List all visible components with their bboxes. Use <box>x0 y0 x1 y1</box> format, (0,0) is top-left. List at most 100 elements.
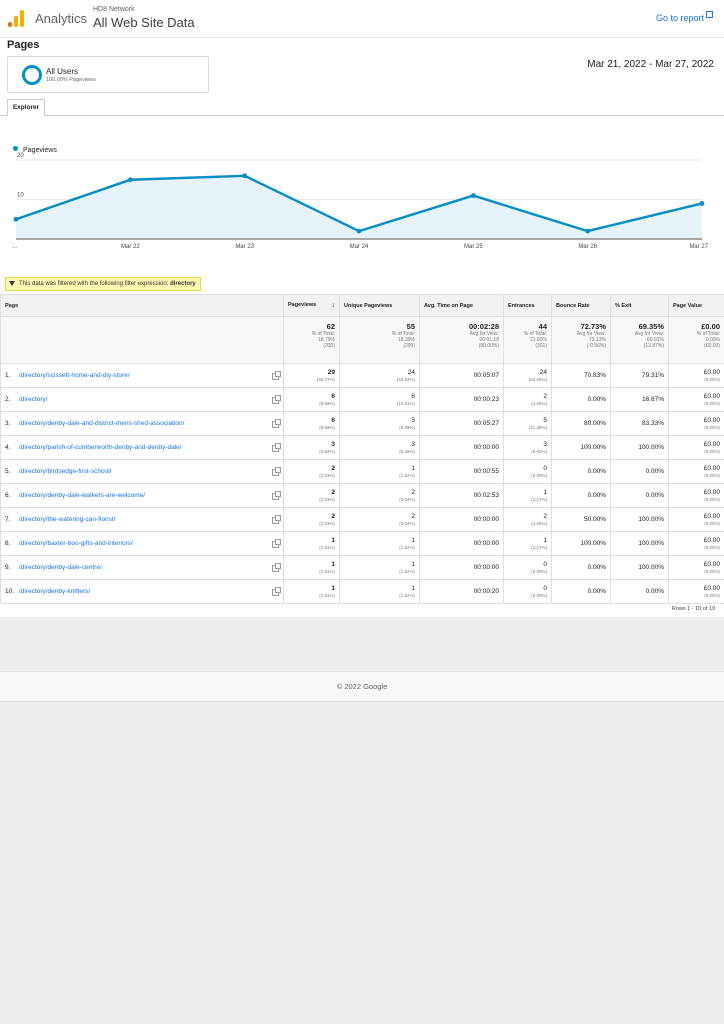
table-row: 4. /directory/parish-of-cumberworth-denby… <box>0 435 724 460</box>
page-value-cell: £0.00 (0.00%) <box>668 579 724 604</box>
bounce-cell: 100.00% <box>551 435 611 460</box>
page-value-value: £0.00 <box>703 537 720 544</box>
bounce-cell: 50.00% <box>551 507 611 532</box>
totals-bounce: 72.73% Avg for View: 73.13% (-0.56%) <box>551 316 611 364</box>
go-to-report-link[interactable]: Go to report <box>655 13 704 23</box>
avg-time-value: 00:05:27 <box>473 420 499 427</box>
pageviews-cell: 2 (3.23%) <box>283 507 340 532</box>
date-range[interactable]: Mar 21, 2022 - Mar 27, 2022 <box>587 59 714 70</box>
data-point <box>470 193 476 198</box>
data-point <box>242 173 248 179</box>
pageviews-line-chart: 10 20... Mar 22 Mar 23 Mar 24 Mar 25 Mar 26 Mar… <box>12 153 709 250</box>
bounce-cell: 0.00% <box>551 579 611 604</box>
unique-cell: 3 (5.45%) <box>339 435 420 460</box>
entrances-value: 2 <box>543 393 547 400</box>
entrances-cell: 2 (4.55%) <box>503 507 552 532</box>
page-value-value: £0.00 <box>703 489 720 496</box>
entrances-value: 0 <box>543 561 547 568</box>
open-page-icon[interactable] <box>272 466 281 476</box>
page-value-value: £0.00 <box>703 417 720 424</box>
table-header-row: Page Pageviews ↓ Unique Pageviews Avg. Ti… <box>0 294 724 317</box>
entrances-cell: 1 (2.27%) <box>503 483 552 508</box>
open-page-icon[interactable] <box>272 562 281 572</box>
page-value-pct: (0.00%) <box>704 425 720 430</box>
entrances-pct: (11.36%) <box>529 425 547 430</box>
entrances-cell: 0 (0.00%) <box>503 459 552 484</box>
exit-value: 0.00% <box>645 588 664 595</box>
open-page-icon[interactable] <box>272 370 281 380</box>
open-page-icon[interactable] <box>272 514 281 524</box>
row-index: 5. <box>5 467 11 475</box>
open-page-icon[interactable] <box>272 490 281 500</box>
col-page[interactable]: Page <box>0 294 284 317</box>
open-page-icon[interactable] <box>272 394 281 404</box>
page-link[interactable]: /directory/birdsedge-first-school/ <box>19 467 112 475</box>
col-bounce-rate[interactable]: Bounce Rate <box>551 294 611 317</box>
bounce-value: 0.00% <box>587 588 606 595</box>
page-link[interactable]: /directory/denby-dale-walkers-are-welcom… <box>19 491 146 499</box>
sort-down-icon[interactable]: ↓ <box>331 302 336 309</box>
bounce-value: 80.00% <box>583 420 606 427</box>
pageviews-value: 2 <box>331 465 335 472</box>
analytics-logo-icon <box>8 9 24 27</box>
pageviews-value: 1 <box>331 585 335 592</box>
unique-cell: 1 (1.82%) <box>339 555 420 580</box>
col-page-value[interactable]: Page Value <box>668 294 724 317</box>
entrances-pct: (0.00%) <box>531 569 547 574</box>
totals-exit: 69.35% Avg for View: 60.91% (13.87%) <box>610 316 669 364</box>
col-entrances[interactable]: Entrances <box>503 294 552 317</box>
open-page-icon[interactable] <box>272 538 281 548</box>
page-link[interactable]: /directory/baxter-boo-gifts-and-interior… <box>19 539 133 547</box>
page-value-value: £0.00 <box>703 393 720 400</box>
page-cell: 2. /directory/ <box>0 387 284 412</box>
page-link[interactable]: /directory/scissett-home-and-diy-store/ <box>19 371 130 379</box>
page-link[interactable]: /directory/ <box>19 395 48 403</box>
unique-cell: 2 (3.64%) <box>339 507 420 532</box>
col-avg-time[interactable]: Avg. Time on Page <box>419 294 504 317</box>
open-page-icon[interactable] <box>272 418 281 428</box>
entrances-value: 1 <box>543 489 547 496</box>
page-value-cell: £0.00 (0.00%) <box>668 363 724 388</box>
property-name: All Web Site Data <box>93 15 195 30</box>
avg-time-cell: 00:05:27 <box>419 411 504 436</box>
page-link[interactable]: /directory/parish-of-cumberworth-denby-a… <box>19 443 182 451</box>
page-value-cell: £0.00 (0.00%) <box>668 459 724 484</box>
page-cell: 7. /directory/the-watering-can-florist/ <box>0 507 284 532</box>
unique-pct: (1.82%) <box>399 473 415 478</box>
open-page-icon[interactable] <box>272 586 281 596</box>
pageviews-cell: 1 (1.61%) <box>283 555 340 580</box>
pageviews-value: 29 <box>327 369 335 376</box>
avg-time-cell: 00:05:07 <box>419 363 504 388</box>
x-tick-label: Mar 27 <box>689 244 708 250</box>
page-link[interactable]: /directory/denby-knitters/ <box>19 587 91 595</box>
col-unique-pageviews[interactable]: Unique Pageviews <box>339 294 420 317</box>
exit-value: 0.00% <box>645 468 664 475</box>
bounce-value: 100.00% <box>580 444 606 451</box>
table-row: 7./directory/the-watering-can-florist/2(… <box>0 507 724 532</box>
pageviews-cell: 2 (3.23%) <box>283 459 340 484</box>
page-link[interactable]: /directory/denby-dale-and-district-mens-… <box>19 419 185 427</box>
page-link[interactable]: /directory/denby-dale-centre/ <box>19 563 102 571</box>
unique-cell: 1 (1.82%) <box>339 459 420 484</box>
external-link-icon[interactable] <box>706 11 713 18</box>
exit-cell: 100.00% <box>610 435 669 460</box>
brand-name: Analytics <box>35 11 88 26</box>
segment-share: 100.00% Pageviews <box>46 77 96 83</box>
avg-time-cell: 00:00:00 <box>419 435 504 460</box>
tab-explorer[interactable]: Explorer <box>7 99 45 116</box>
unique-cell: 1 (1.82%) <box>339 531 420 556</box>
pageviews-value: 3 <box>331 441 335 448</box>
open-page-icon[interactable] <box>272 442 281 452</box>
unique-pct: (5.45%) <box>399 449 415 454</box>
bounce-cell: 100.00% <box>551 531 611 556</box>
segment-card[interactable]: All Users 100.00% Pageviews <box>7 56 209 93</box>
entrances-pct: (2.27%) <box>531 545 547 550</box>
col-exit[interactable]: % Exit <box>610 294 669 317</box>
bounce-value: 50.00% <box>583 516 606 523</box>
page-link[interactable]: /directory/the-watering-can-florist/ <box>19 515 116 523</box>
col-pageviews[interactable]: Pageviews ↓ <box>283 294 340 317</box>
avg-time-cell: 00:00:00 <box>419 507 504 532</box>
unique-value: 3 <box>411 441 415 448</box>
unique-value: 2 <box>411 489 415 496</box>
bounce-value: 70.83% <box>583 372 606 379</box>
